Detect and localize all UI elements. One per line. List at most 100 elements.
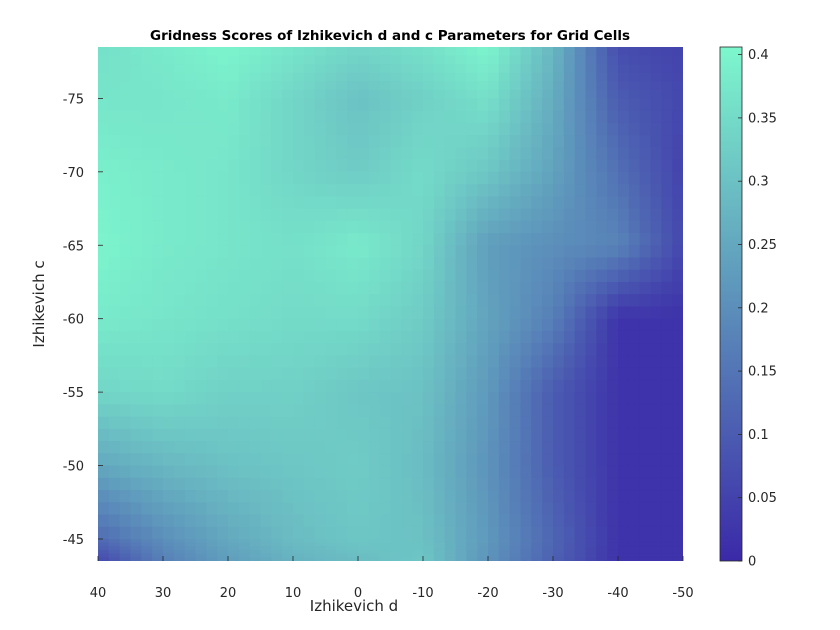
heatmap-cell [639,526,652,540]
heatmap-cell [531,379,543,393]
heatmap-cell [271,553,283,558]
heatmap-cell [293,392,305,405]
heatmap-cell [466,379,478,393]
heatmap-cell [498,542,511,547]
heatmap-cell [152,355,164,369]
heatmap-cell [412,526,424,540]
heatmap-cell [574,502,587,516]
heatmap-cell [325,306,337,320]
heatmap-cell [477,184,489,197]
heatmap-cell [163,72,175,82]
heatmap-cell [379,502,392,516]
heatmap-cell [260,184,272,197]
heatmap-cell [466,135,478,148]
heatmap-cell [466,392,478,405]
heatmap-cell [130,72,142,82]
heatmap-cell [271,392,283,405]
heatmap-cell [520,330,532,344]
heatmap-cell [412,55,424,65]
heatmap-cell [412,135,424,148]
heatmap-cell [173,404,186,418]
heatmap-cell [509,171,522,185]
heatmap-cell [498,355,511,369]
heatmap-cell [228,428,240,442]
heatmap-cell [661,330,673,344]
heatmap-cell [509,553,522,558]
heatmap-cell [347,502,359,516]
heatmap-cell [195,490,207,503]
heatmap-cell [574,257,587,271]
heatmap-cell [542,542,554,547]
heatmap-cell [488,453,500,467]
heatmap-cell [271,416,283,430]
heatmap-cell [108,208,121,222]
heatmap-cell [238,220,251,234]
heatmap-cell [596,343,608,356]
heatmap-cell [433,159,446,173]
heatmap-cell [163,542,175,547]
heatmap-cell [390,330,402,344]
heatmap-cell [488,135,500,148]
heatmap-cell [498,318,511,332]
heatmap-cell [390,81,402,91]
heatmap-cell [314,502,327,516]
heatmap-cell [108,257,121,271]
heatmap-cell [531,110,543,124]
heatmap-cell [206,64,218,74]
heatmap-cell [423,81,435,91]
heatmap-cell [563,526,576,540]
heatmap-cell [368,379,381,393]
heatmap-cell [672,89,683,99]
heatmap-cell [542,184,554,197]
heatmap-cell [477,122,489,136]
heatmap-cell [412,428,424,442]
heatmap-cell [563,392,576,405]
heatmap-cell [98,546,110,551]
heatmap-cell [672,64,683,74]
heatmap-cell [390,514,402,528]
heatmap-cell [661,477,673,491]
heatmap-cell [347,557,359,561]
heatmap-cell [444,135,457,148]
heatmap-cell [303,465,316,479]
heatmap-cell [607,465,619,479]
heatmap-cell [260,453,272,467]
heatmap-cell [553,404,565,418]
heatmap-cell [639,367,652,381]
heatmap-cell [639,502,652,516]
heatmap-cell [639,269,652,283]
heatmap-cell [466,367,478,381]
heatmap-cell [498,379,511,393]
heatmap-cell [347,208,359,222]
heatmap-cell [271,355,283,369]
heatmap-cell [163,220,175,234]
heatmap-cell [358,553,370,558]
heatmap-cell [195,477,207,491]
heatmap-cell [498,98,511,112]
heatmap-cell [249,294,262,308]
heatmap-cell [108,55,121,65]
heatmap-cell [585,490,597,503]
heatmap-cell [173,549,186,555]
heatmap-cell [412,98,424,112]
heatmap-cell [152,526,164,540]
heatmap-cell [358,379,370,393]
heatmap-cell [661,159,673,173]
heatmap-cell [303,245,316,259]
heatmap-cell [325,441,337,454]
heatmap-cell [531,135,543,148]
heatmap-cell [618,318,630,332]
heatmap-cell [282,257,294,271]
heatmap-cell [119,306,132,320]
heatmap-cell [628,281,641,295]
heatmap-cell [195,306,207,320]
heatmap-cell [228,110,240,124]
heatmap-cell [412,546,424,551]
heatmap-cell [130,392,142,405]
heatmap-cell [433,549,446,555]
heatmap-cell [444,159,457,173]
heatmap-cell [477,171,489,185]
heatmap-cell [336,306,348,320]
heatmap-cell [488,208,500,222]
heatmap-cell [585,367,597,381]
